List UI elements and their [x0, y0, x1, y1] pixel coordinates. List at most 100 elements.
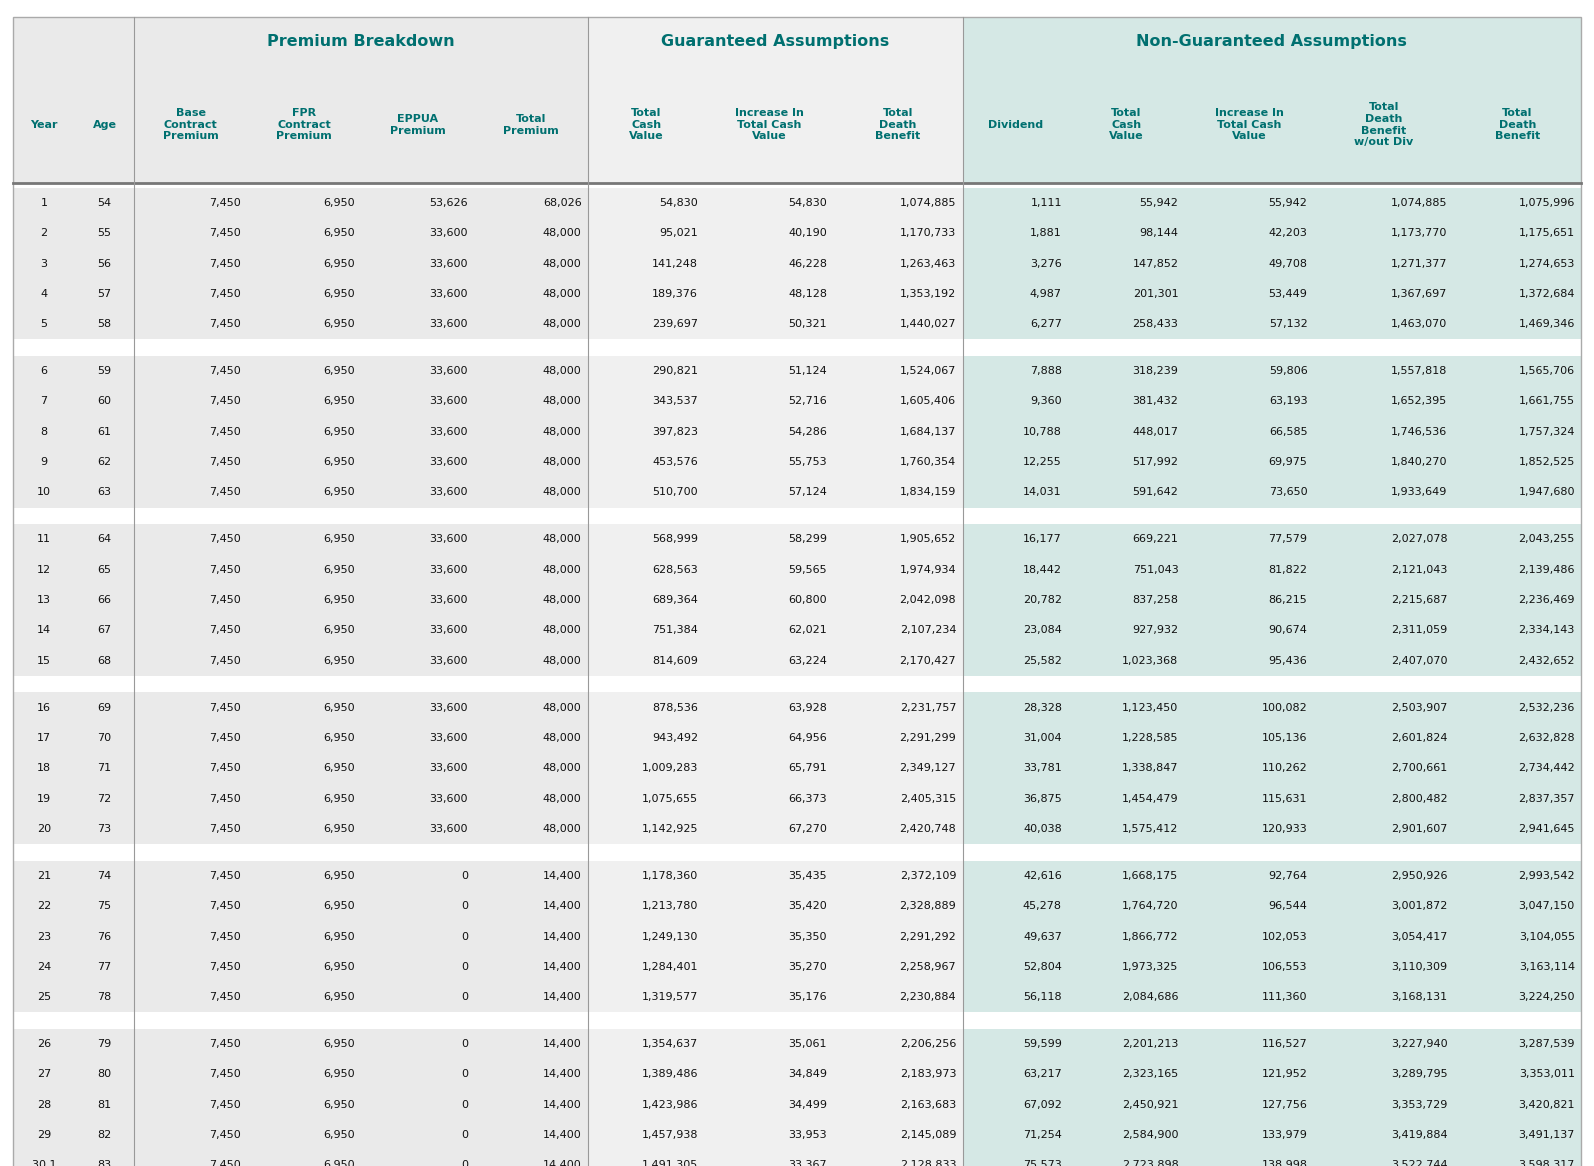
Text: 2,837,357: 2,837,357	[1519, 794, 1575, 803]
Bar	[360, 814, 475, 844]
Text: 7,450: 7,450	[209, 901, 241, 911]
Text: 1,170,733: 1,170,733	[901, 229, 956, 238]
Text: 1,491,305: 1,491,305	[642, 1160, 698, 1166]
Bar	[13, 646, 75, 676]
Text: 943,492: 943,492	[652, 733, 698, 743]
Text: 33,600: 33,600	[429, 824, 469, 834]
Text: 5: 5	[40, 319, 48, 329]
Bar	[475, 1090, 588, 1121]
Bar	[1068, 17, 1184, 66]
Bar	[13, 891, 75, 921]
Text: 105,136: 105,136	[1262, 733, 1307, 743]
Text: 19: 19	[37, 794, 51, 803]
Text: 7,450: 7,450	[209, 1100, 241, 1110]
Text: 6,950: 6,950	[324, 198, 354, 208]
Text: 1,353,192: 1,353,192	[901, 289, 956, 298]
Text: 42,203: 42,203	[1269, 229, 1307, 238]
Bar	[588, 891, 705, 921]
Bar	[247, 921, 360, 951]
Bar	[705, 616, 834, 646]
Bar	[705, 585, 834, 616]
Bar	[360, 784, 475, 814]
Text: 33,600: 33,600	[429, 259, 469, 268]
Text: 3,420,821: 3,420,821	[1519, 1100, 1575, 1110]
Bar	[247, 723, 360, 753]
Bar	[1313, 1121, 1454, 1151]
Bar	[1454, 814, 1581, 844]
Text: 1,178,360: 1,178,360	[642, 871, 698, 880]
Bar	[13, 1030, 75, 1060]
Text: 120,933: 120,933	[1262, 824, 1307, 834]
Bar	[1454, 416, 1581, 447]
Text: 7,450: 7,450	[209, 824, 241, 834]
Text: 54: 54	[97, 198, 112, 208]
Text: 16,177: 16,177	[1023, 534, 1062, 545]
Text: 95,021: 95,021	[660, 229, 698, 238]
Text: 69: 69	[97, 703, 112, 712]
Text: 7,450: 7,450	[209, 733, 241, 743]
Text: 59,806: 59,806	[1269, 366, 1307, 377]
Text: 2,734,442: 2,734,442	[1517, 764, 1575, 773]
Text: 3,110,309: 3,110,309	[1392, 962, 1447, 971]
Bar	[834, 784, 963, 814]
Bar	[963, 525, 1068, 555]
Text: 6,950: 6,950	[324, 901, 354, 911]
Bar	[588, 784, 705, 814]
Bar	[360, 891, 475, 921]
Text: Dividend: Dividend	[988, 120, 1042, 129]
Bar	[134, 723, 247, 753]
Bar	[963, 814, 1068, 844]
Bar	[1313, 447, 1454, 477]
Text: 33,781: 33,781	[1023, 764, 1062, 773]
Bar	[75, 723, 134, 753]
Text: 48,128: 48,128	[787, 289, 827, 298]
Text: 33,600: 33,600	[429, 595, 469, 605]
Text: 2,323,165: 2,323,165	[1122, 1069, 1178, 1080]
Bar	[705, 1121, 834, 1151]
Bar	[1454, 447, 1581, 477]
Bar	[1068, 1060, 1184, 1090]
Text: 2,328,889: 2,328,889	[899, 901, 956, 911]
Text: Total
Premium: Total Premium	[504, 114, 559, 135]
Bar	[963, 477, 1068, 507]
Bar	[475, 279, 588, 309]
Text: 51,124: 51,124	[789, 366, 827, 377]
Text: 6,950: 6,950	[324, 871, 354, 880]
Bar	[75, 356, 134, 386]
Bar	[1313, 646, 1454, 676]
Text: 80: 80	[97, 1069, 112, 1080]
Bar	[588, 616, 705, 646]
Text: 6,950: 6,950	[324, 625, 354, 635]
Bar	[75, 555, 134, 585]
Bar	[13, 1060, 75, 1090]
Text: Base
Contract
Premium: Base Contract Premium	[163, 108, 218, 141]
Bar	[1184, 585, 1313, 616]
Bar	[247, 279, 360, 309]
Bar	[963, 447, 1068, 477]
Bar	[1184, 861, 1313, 891]
Bar	[588, 585, 705, 616]
Text: 68,026: 68,026	[544, 198, 582, 208]
Bar	[1184, 723, 1313, 753]
Bar	[75, 17, 134, 66]
Text: 6,277: 6,277	[1030, 319, 1062, 329]
Text: 7: 7	[40, 396, 48, 407]
Text: 62,021: 62,021	[789, 625, 827, 635]
Bar	[1454, 1151, 1581, 1166]
Bar	[247, 951, 360, 982]
Bar	[1454, 309, 1581, 339]
Text: 48,000: 48,000	[544, 457, 582, 468]
Bar	[834, 1060, 963, 1090]
Bar	[1313, 753, 1454, 784]
Text: 0: 0	[461, 901, 469, 911]
Bar	[1313, 616, 1454, 646]
Bar	[134, 525, 247, 555]
Bar	[13, 1090, 75, 1121]
Bar	[1068, 477, 1184, 507]
Text: 35,061: 35,061	[789, 1039, 827, 1049]
Text: 14,400: 14,400	[544, 1100, 582, 1110]
Text: 48,000: 48,000	[544, 655, 582, 666]
Text: 1,173,770: 1,173,770	[1392, 229, 1447, 238]
Text: 33,600: 33,600	[429, 366, 469, 377]
Bar	[1313, 188, 1454, 218]
